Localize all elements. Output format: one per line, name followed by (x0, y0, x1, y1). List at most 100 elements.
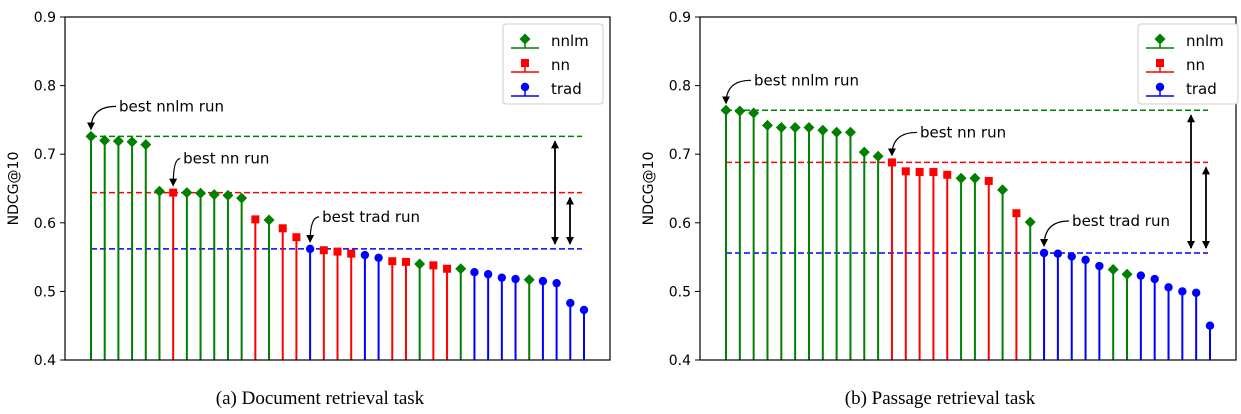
annotation-arrow (1040, 220, 1070, 247)
marker-nnlm (844, 126, 856, 138)
legend-marker-nn (521, 59, 529, 67)
y-tick-label: 0.9 (669, 10, 691, 26)
marker-nn (915, 168, 924, 177)
marker-trad (1136, 271, 1146, 280)
legend-label-nnlm: nnlm (1186, 32, 1224, 50)
marker-nnlm (969, 172, 981, 184)
marker-nnlm (955, 172, 967, 184)
marker-trad (1039, 248, 1049, 258)
annotation-label: best nnlm run (119, 97, 224, 115)
legend-box (502, 23, 604, 105)
y-tick-label: 0.5 (669, 284, 691, 300)
marker-trad (1178, 287, 1187, 296)
marker-trad (1191, 288, 1201, 297)
marker-nnlm (817, 124, 829, 136)
y-tick-label: 0.6 (669, 216, 691, 232)
annotation-label: best nn run (183, 150, 269, 168)
y-tick-label: 0.8 (669, 79, 691, 95)
legend-label-trad: trad (1186, 80, 1217, 98)
marker-nnlm (126, 136, 138, 148)
marker-nn (292, 233, 301, 242)
marker-trad (579, 305, 589, 315)
marker-nn (901, 167, 910, 176)
y-tick-label: 0.4 (669, 353, 691, 369)
marker-nn (984, 176, 993, 185)
caption-a: (a) Document retrieval task (215, 388, 425, 409)
y-tick-label: 0.8 (34, 79, 56, 95)
plot-frame (64, 16, 611, 361)
marker-nn (887, 158, 896, 167)
legend-marker-nnlm (519, 33, 531, 45)
marker-nnlm (195, 187, 207, 199)
annotation-arrow (87, 105, 117, 131)
marker-nnlm (85, 130, 97, 142)
marker-nnlm (997, 184, 1009, 196)
marker-trad (374, 253, 383, 262)
legend-label-nn: nn (1186, 56, 1205, 74)
marker-trad (1205, 321, 1215, 330)
marker-nn (169, 188, 178, 197)
y-axis-label: NDCG@10 (641, 152, 657, 226)
marker-nn (251, 215, 260, 224)
marker-nn (388, 257, 397, 266)
annotation-label: best trad run (1072, 212, 1170, 230)
marker-trad (497, 273, 507, 282)
marker-nn (319, 246, 328, 255)
marker-trad (511, 274, 520, 284)
marker-nnlm (775, 121, 787, 133)
legend-label-nn: nn (551, 56, 570, 74)
marker-nnlm (236, 192, 248, 204)
marker-trad (1053, 249, 1063, 258)
marker-nnlm (99, 134, 111, 146)
legend-marker-trad (1155, 82, 1165, 92)
marker-trad (360, 250, 370, 260)
marker-nnlm (748, 107, 760, 119)
marker-nn (333, 247, 342, 256)
marker-trad (1067, 252, 1076, 261)
marker-nn (443, 264, 452, 273)
legend-box (1137, 23, 1239, 105)
marker-nnlm (1121, 268, 1133, 280)
legend-marker-nnlm (1154, 33, 1166, 45)
y-axis-label: NDCG@10 (6, 152, 22, 226)
marker-nnlm (112, 135, 124, 147)
marker-nnlm (789, 121, 801, 133)
caption-b: (b) Passage retrieval task (844, 388, 1036, 409)
marker-trad (1095, 261, 1104, 271)
annotation-arrow (306, 216, 320, 243)
annotation-label: best trad run (322, 208, 420, 226)
marker-nnlm (455, 263, 467, 275)
marker-nn (1012, 209, 1021, 218)
marker-nn (943, 170, 952, 179)
marker-nnlm (831, 126, 843, 138)
marker-nnlm (263, 214, 275, 226)
y-tick-label: 0.5 (34, 284, 56, 300)
annotation-arrow (887, 131, 917, 157)
marker-nn (347, 249, 356, 258)
marker-nnlm (414, 258, 426, 270)
y-tick-label: 0.7 (669, 147, 691, 163)
marker-nnlm (720, 104, 732, 116)
marker-nnlm (1024, 216, 1036, 228)
marker-trad (483, 270, 493, 279)
legend-label-nnlm: nnlm (551, 32, 589, 50)
marker-trad (566, 298, 575, 308)
marker-trad (1164, 283, 1173, 292)
marker-nn (278, 224, 287, 233)
legend-marker-nn (1156, 59, 1164, 67)
plot-frame (699, 16, 1237, 361)
marker-nn (929, 168, 938, 177)
marker-nnlm (1107, 263, 1119, 275)
marker-trad (1150, 274, 1159, 284)
marker-nnlm (222, 189, 234, 201)
chart-panel-b: best nnlm run best nn run best trad run 0.4… (641, 10, 1239, 369)
marker-nn (401, 257, 410, 266)
marker-trad (552, 278, 561, 288)
marker-trad (470, 267, 479, 277)
marker-trad (538, 276, 548, 286)
annotation-label: best nnlm run (754, 71, 859, 89)
y-tick-label: 0.6 (34, 216, 56, 232)
annotation-arrow (169, 158, 181, 187)
marker-nnlm (872, 150, 884, 162)
